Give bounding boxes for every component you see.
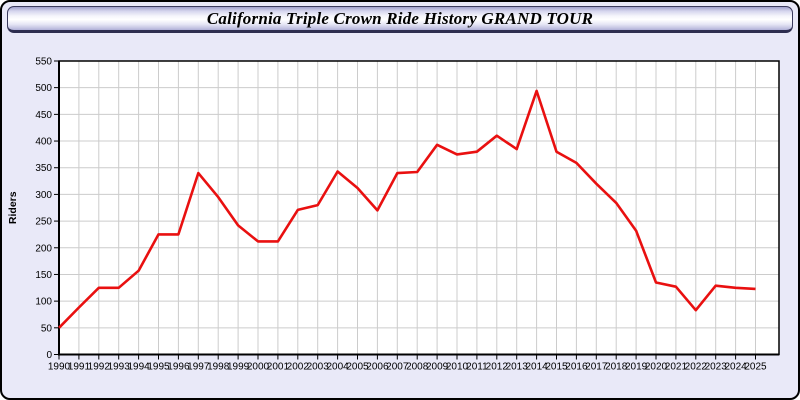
svg-text:2004: 2004 xyxy=(326,362,349,373)
svg-text:350: 350 xyxy=(35,163,52,174)
svg-text:2006: 2006 xyxy=(366,362,389,373)
svg-text:1995: 1995 xyxy=(147,362,170,373)
svg-text:2017: 2017 xyxy=(585,362,608,373)
svg-text:2021: 2021 xyxy=(665,362,688,373)
title-bar: California Triple Crown Ride History GRA… xyxy=(7,6,793,33)
svg-text:2024: 2024 xyxy=(724,362,747,373)
svg-text:2018: 2018 xyxy=(605,362,628,373)
y-tick-labels: 0 50 100 150 200 250 300 350 400 450 500 550 xyxy=(35,57,52,362)
svg-text:1992: 1992 xyxy=(88,362,111,373)
svg-text:2007: 2007 xyxy=(386,362,409,373)
svg-text:300: 300 xyxy=(35,190,52,201)
svg-text:2009: 2009 xyxy=(426,362,449,373)
svg-text:1997: 1997 xyxy=(187,362,210,373)
riders-line-series xyxy=(58,89,756,329)
tick-marks xyxy=(54,60,756,360)
svg-text:100: 100 xyxy=(35,297,52,308)
svg-text:2012: 2012 xyxy=(486,362,509,373)
svg-text:550: 550 xyxy=(35,57,52,68)
y-axis-label: Riders xyxy=(7,191,19,224)
svg-text:450: 450 xyxy=(35,110,52,121)
svg-text:1998: 1998 xyxy=(207,362,230,373)
svg-text:2016: 2016 xyxy=(565,362,588,373)
svg-text:2010: 2010 xyxy=(446,362,469,373)
svg-text:2025: 2025 xyxy=(744,362,767,373)
svg-text:150: 150 xyxy=(35,270,52,281)
svg-text:1994: 1994 xyxy=(127,362,150,373)
svg-text:2022: 2022 xyxy=(685,362,708,373)
chart-area: 0 50 100 150 200 250 300 350 400 450 500 550 1990 199… xyxy=(2,34,798,398)
svg-text:1993: 1993 xyxy=(108,362,131,373)
svg-text:2015: 2015 xyxy=(545,362,568,373)
chart-title: California Triple Crown Ride History GRA… xyxy=(206,8,594,28)
svg-text:2014: 2014 xyxy=(525,362,548,373)
svg-text:1996: 1996 xyxy=(167,362,190,373)
svg-text:250: 250 xyxy=(35,217,52,228)
svg-text:2003: 2003 xyxy=(307,362,330,373)
svg-text:2005: 2005 xyxy=(346,362,369,373)
x-tick-labels: 1990199119921993199419951996199719981999… xyxy=(48,362,767,373)
svg-text:2008: 2008 xyxy=(406,362,429,373)
plot-background xyxy=(59,61,779,355)
svg-text:2011: 2011 xyxy=(466,362,488,373)
svg-text:400: 400 xyxy=(35,137,52,148)
svg-text:1999: 1999 xyxy=(227,362,250,373)
svg-text:2019: 2019 xyxy=(625,362,648,373)
svg-text:2002: 2002 xyxy=(287,362,310,373)
svg-text:1990: 1990 xyxy=(48,362,71,373)
svg-text:50: 50 xyxy=(41,323,53,334)
svg-text:1991: 1991 xyxy=(68,362,91,373)
svg-text:200: 200 xyxy=(35,243,52,254)
svg-text:0: 0 xyxy=(46,350,52,361)
svg-text:500: 500 xyxy=(35,83,52,94)
svg-text:2001: 2001 xyxy=(267,362,290,373)
svg-text:2020: 2020 xyxy=(645,362,668,373)
svg-text:2013: 2013 xyxy=(506,362,529,373)
ride-history-line-chart: 0501001502002503003504004505005501990199… xyxy=(7,57,780,373)
svg-text:2023: 2023 xyxy=(705,362,728,373)
svg-text:2000: 2000 xyxy=(247,362,270,373)
